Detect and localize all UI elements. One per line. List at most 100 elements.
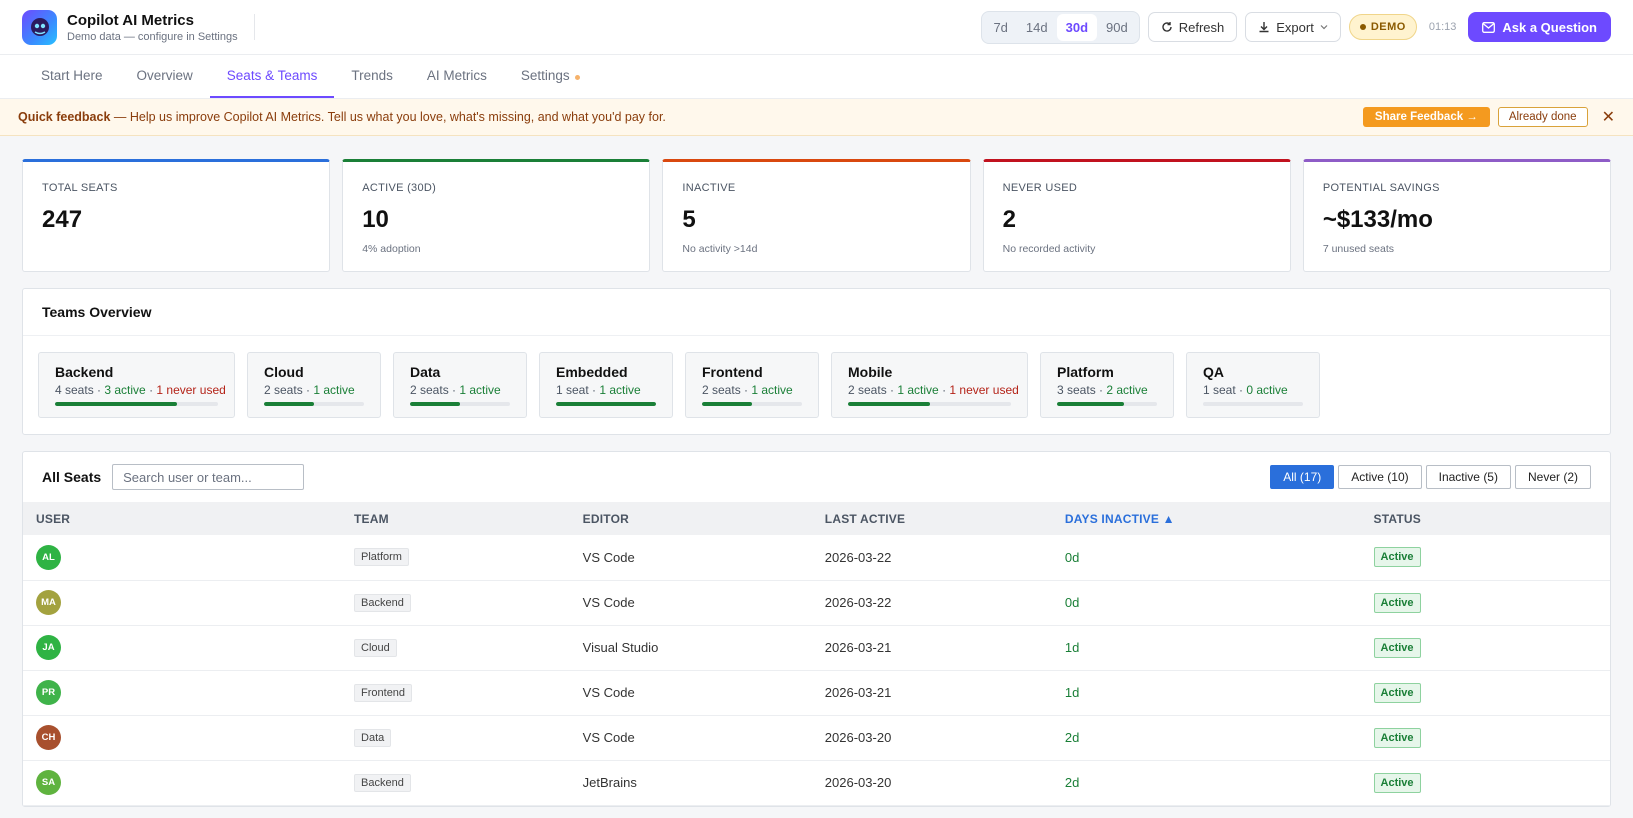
- status-badge: Active: [1373, 592, 1421, 613]
- close-icon[interactable]: ✕: [1601, 109, 1615, 126]
- team-active-count: 1 active: [313, 383, 355, 397]
- user-cell: MA: [23, 580, 342, 626]
- tab-label: AI Metrics: [426, 68, 487, 83]
- user-cell: SA: [23, 760, 342, 806]
- team-card-embedded[interactable]: Embedded 1 seat · 1 active: [539, 352, 673, 418]
- all-seats-panel: All Seats All (17)Active (10)Inactive (5…: [22, 451, 1611, 807]
- export-label: Export: [1276, 19, 1314, 35]
- user-cell: JA: [23, 625, 342, 671]
- column-header[interactable]: DAYS INACTIVE ▲: [1051, 502, 1361, 535]
- team-seat-count: 4 seats: [55, 383, 94, 397]
- team-seat-count: 3 seats: [1057, 383, 1096, 397]
- teams-overview-title: Teams Overview: [23, 289, 1610, 336]
- team-card-qa[interactable]: QA 1 seat · 0 active: [1186, 352, 1320, 418]
- status-cell: Active: [1360, 715, 1610, 761]
- copilot-icon: [30, 18, 49, 36]
- team-seat-count: 1 seat: [1203, 383, 1236, 397]
- range-option-90d[interactable]: 90d: [1106, 19, 1128, 35]
- kpi-label: INACTIVE: [682, 182, 736, 194]
- team-tag: Frontend: [354, 683, 413, 702]
- table-row[interactable]: PR Frontend VS Code 2026-03-21 1d Active: [23, 670, 1610, 716]
- column-header[interactable]: LAST ACTIVE: [811, 502, 1052, 535]
- feedback-actions: Share Feedback → Already done ✕: [1362, 107, 1615, 127]
- column-header[interactable]: TEAM: [341, 502, 570, 535]
- range-option-7d[interactable]: 7d: [993, 19, 1008, 35]
- days-inactive-cell: 0d: [1051, 535, 1361, 581]
- refresh-button[interactable]: Refresh: [1147, 12, 1238, 42]
- days-inactive-cell: 1d: [1051, 670, 1361, 716]
- kpi-card-active-30d: ACTIVE (30D) 10 4% adoption: [342, 159, 651, 272]
- seats-toolbar: All Seats All (17)Active (10)Inactive (5…: [23, 452, 1610, 502]
- search-input[interactable]: [112, 464, 305, 490]
- days-inactive-cell: 0d: [1051, 580, 1361, 626]
- feedback-message: — Help us improve Copilot AI Metrics. Te…: [110, 110, 666, 124]
- tab-seats-teams[interactable]: Seats & Teams: [209, 55, 335, 98]
- already-done-button[interactable]: Already done: [1497, 107, 1588, 127]
- column-header[interactable]: EDITOR: [569, 502, 812, 535]
- status-cell: Active: [1360, 580, 1610, 626]
- filter-all-button[interactable]: All (17): [1270, 465, 1335, 489]
- feedback-text: Quick feedback — Help us improve Copilot…: [18, 110, 666, 124]
- seats-title: All Seats: [42, 469, 102, 485]
- days-inactive-cell: 2d: [1051, 760, 1361, 806]
- team-activity-bar-fill: [702, 402, 752, 406]
- editor-cell: Visual Studio: [569, 625, 812, 671]
- team-card-platform[interactable]: Platform 3 seats · 2 active: [1040, 352, 1174, 418]
- team-cell: Data: [341, 715, 570, 761]
- team-name: Embedded: [556, 364, 628, 380]
- column-header[interactable]: USER: [23, 502, 342, 535]
- team-activity-bar-fill: [1057, 402, 1124, 406]
- share-feedback-button[interactable]: Share Feedback →: [1362, 107, 1490, 127]
- tab-settings[interactable]: Settings: [504, 55, 597, 98]
- demo-label: DEMO: [1370, 21, 1406, 33]
- team-seat-count: 1 seat: [556, 383, 589, 397]
- feedback-banner: Quick feedback — Help us improve Copilot…: [0, 99, 1633, 136]
- team-card-backend[interactable]: Backend 4 seats · 3 active · 1 never used: [38, 352, 235, 418]
- table-row[interactable]: MA Backend VS Code 2026-03-22 0d Active: [23, 580, 1610, 626]
- avatar: PR: [36, 680, 61, 705]
- export-button[interactable]: Export: [1245, 12, 1341, 42]
- tab-ai-metrics[interactable]: AI Metrics: [410, 55, 504, 98]
- tab-start-here[interactable]: Start Here: [24, 55, 120, 98]
- team-activity-bar-fill: [848, 402, 930, 406]
- team-active-count: 3 active: [104, 383, 146, 397]
- ask-question-button[interactable]: Ask a Question: [1468, 12, 1611, 42]
- days-inactive-cell: 2d: [1051, 715, 1361, 761]
- date-range-selector: 7d 14d 30d 90d: [981, 10, 1140, 44]
- table-row[interactable]: CH Data VS Code 2026-03-20 2d Active: [23, 715, 1610, 761]
- last-active-cell: 2026-03-20: [811, 760, 1052, 806]
- team-card-data[interactable]: Data 2 seats · 1 active: [393, 352, 527, 418]
- avatar: CH: [36, 725, 61, 750]
- editor-cell: VS Code: [569, 715, 812, 761]
- team-card-frontend[interactable]: Frontend 2 seats · 1 active: [685, 352, 819, 418]
- filter-active-button[interactable]: Active (10): [1338, 465, 1422, 489]
- table-row[interactable]: SA Backend JetBrains 2026-03-20 2d Active: [23, 760, 1610, 806]
- range-option-30d[interactable]: 30d: [1056, 13, 1098, 41]
- user-cell: PR: [23, 670, 342, 716]
- table-row[interactable]: JA Cloud Visual Studio 2026-03-21 1d Active: [23, 625, 1610, 671]
- table-row[interactable]: AL Platform VS Code 2026-03-22 0d Active: [23, 535, 1610, 581]
- tab-label: Seats & Teams: [226, 68, 318, 83]
- range-option-14d[interactable]: 14d: [1025, 19, 1048, 35]
- team-activity-bar: [702, 402, 802, 406]
- last-active-cell: 2026-03-20: [811, 715, 1052, 761]
- app-header: Copilot AI Metrics Demo data — configure…: [0, 0, 1633, 55]
- team-card-cloud[interactable]: Cloud 2 seats · 1 active: [247, 352, 381, 418]
- team-tag: Platform: [354, 548, 409, 567]
- filter-inactive-button[interactable]: Inactive (5): [1425, 465, 1511, 489]
- team-active-count: 1 active: [599, 383, 641, 397]
- filter-never-button[interactable]: Never (2): [1514, 465, 1591, 489]
- team-activity-bar-fill: [55, 402, 178, 406]
- team-seat-count: 2 seats: [264, 383, 303, 397]
- tab-overview[interactable]: Overview: [120, 55, 210, 98]
- team-card-mobile[interactable]: Mobile 2 seats · 1 active · 1 never used: [831, 352, 1028, 418]
- kpi-subtext: 7 unused seats: [1322, 243, 1395, 255]
- last-active-cell: 2026-03-22: [811, 535, 1052, 581]
- team-activity-bar: [1057, 402, 1157, 406]
- column-header[interactable]: STATUS: [1360, 502, 1610, 535]
- team-tag: Data: [354, 728, 392, 747]
- seats-table: USER TEAM EDITOR LAST ACTIVE DAYS INACTIVE ▲…: [23, 502, 1610, 806]
- team-tag: Cloud: [354, 638, 397, 657]
- team-cell: Cloud: [341, 625, 570, 671]
- tab-trends[interactable]: Trends: [334, 55, 410, 98]
